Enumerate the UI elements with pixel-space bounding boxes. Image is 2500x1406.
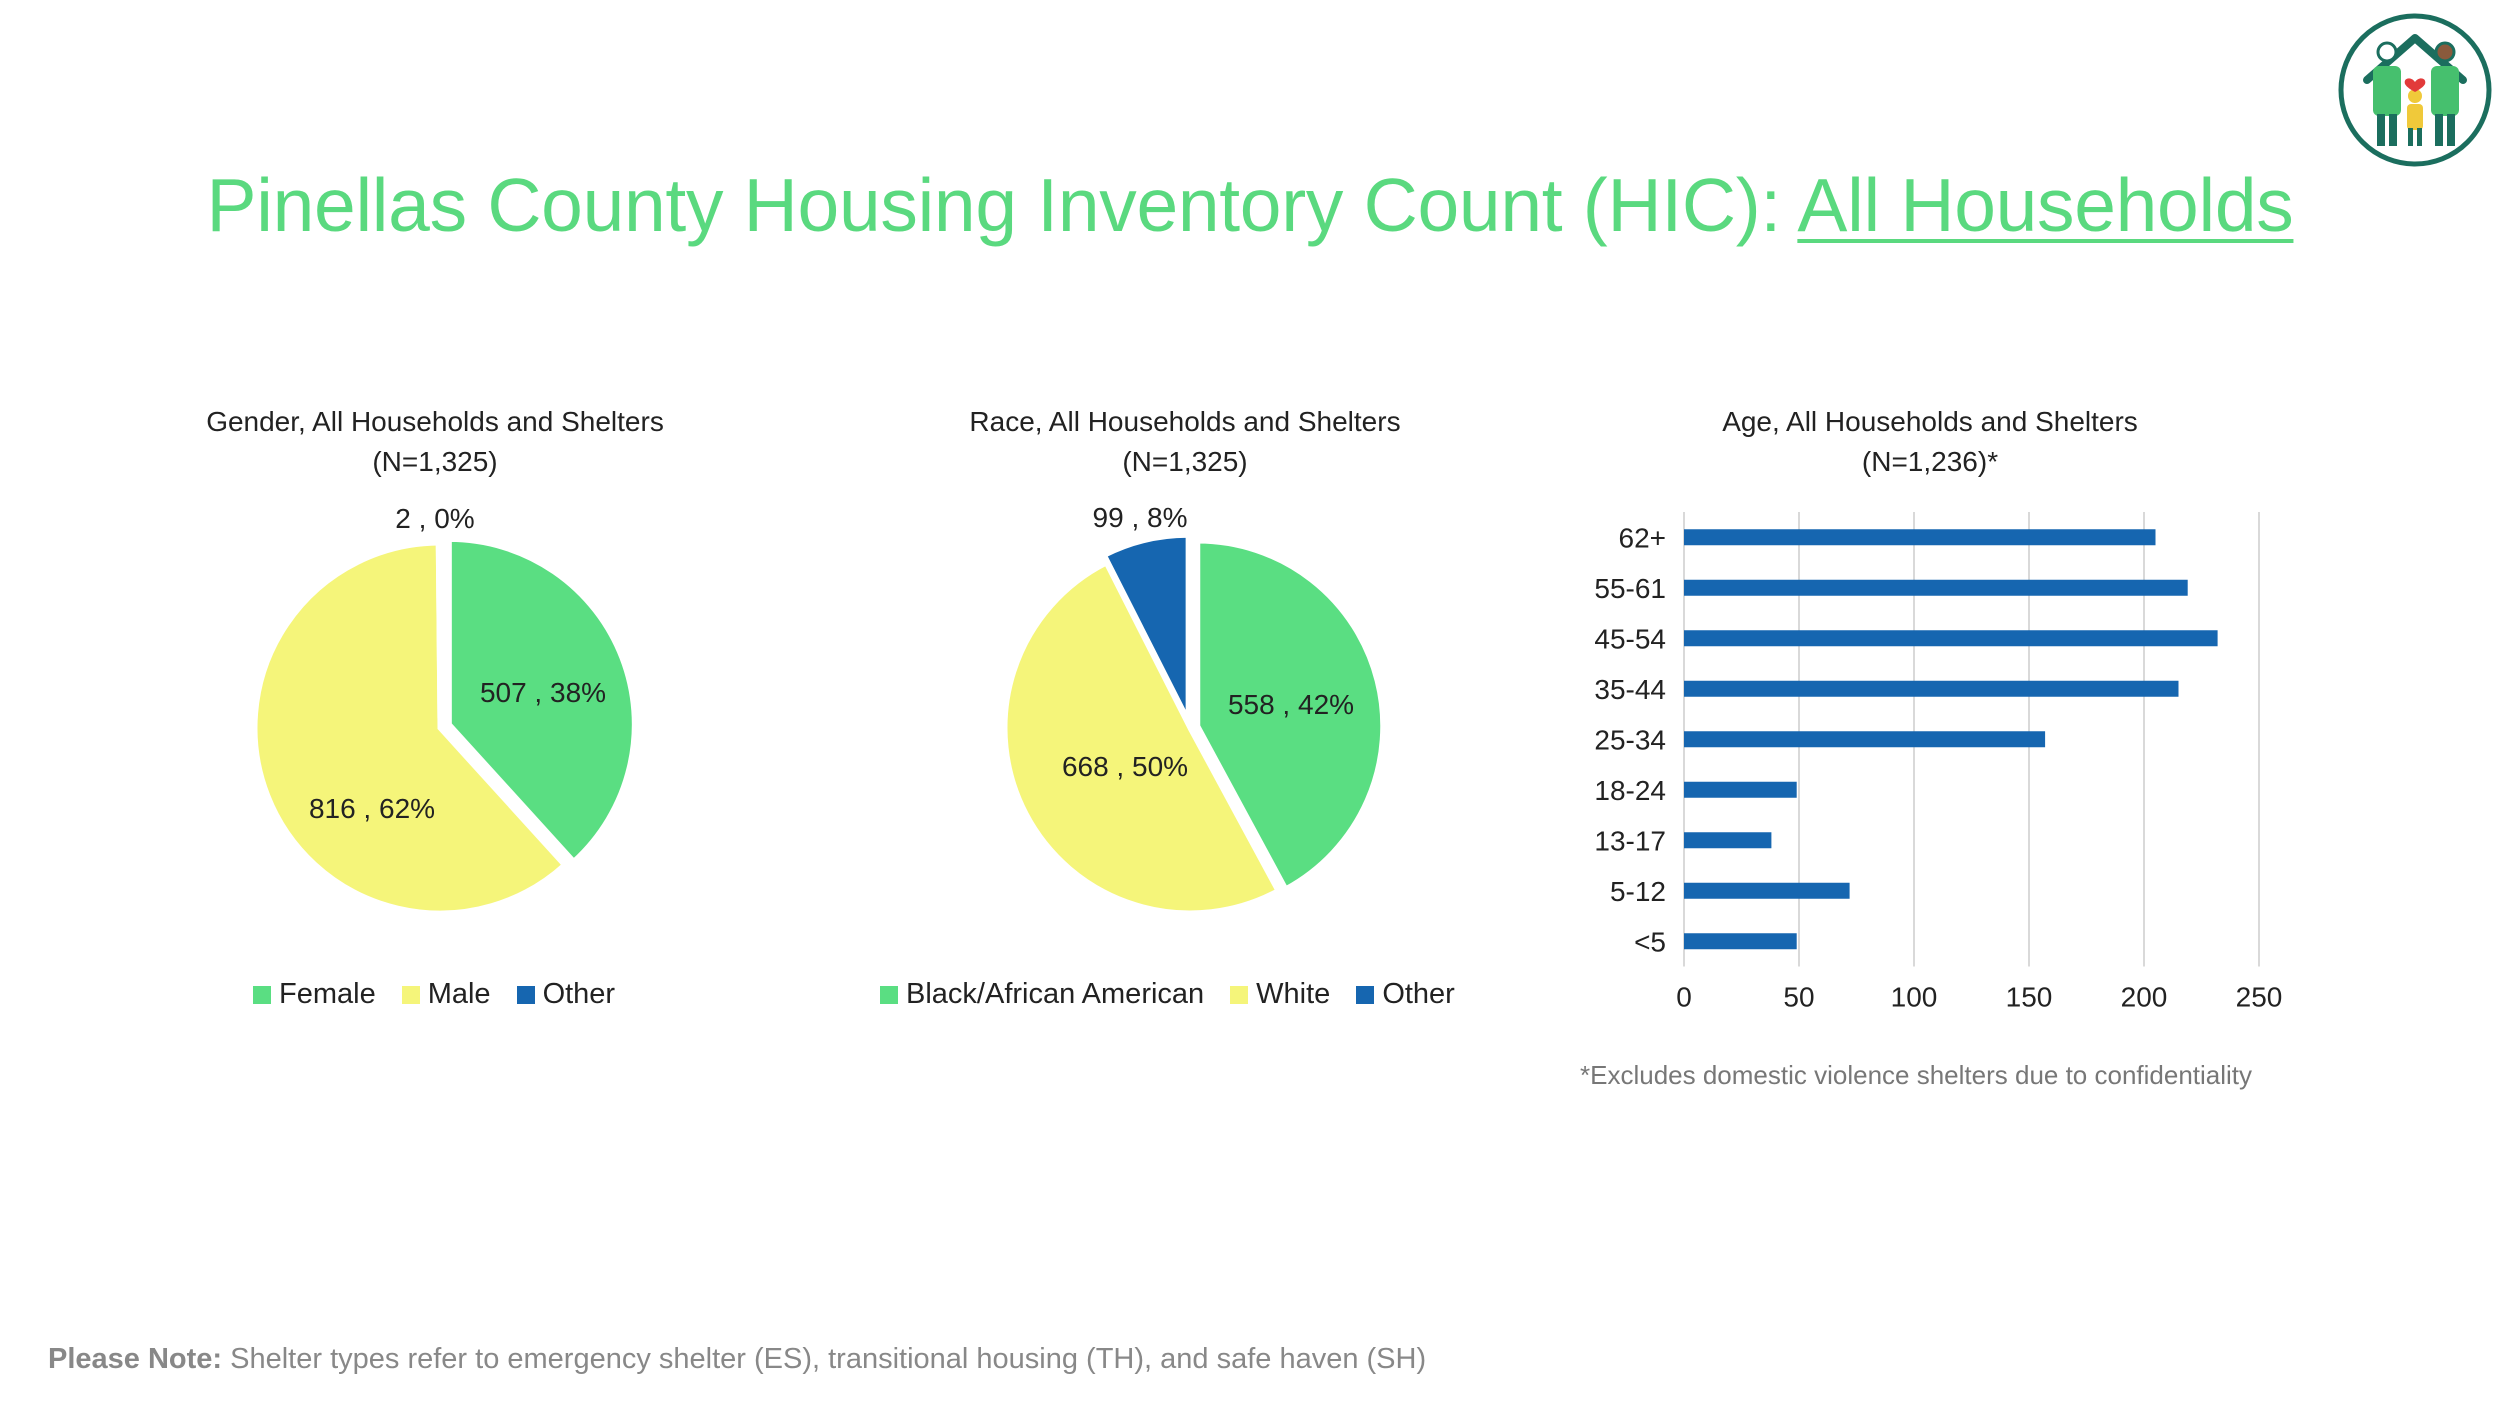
age-category-label: 13-17 xyxy=(1594,825,1666,856)
race-legend-swatch-white xyxy=(1230,985,1249,1004)
age-bar-18-24 xyxy=(1684,781,1797,798)
note-text: Shelter types refer to emergency shelter… xyxy=(222,1343,1427,1375)
race-legend-label-white: White xyxy=(1256,978,1331,1010)
race-data-label-white: 668 , 50% xyxy=(1062,751,1188,782)
gender-legend-item-male: Male xyxy=(401,978,491,1011)
gender-legend-item-female: Female xyxy=(253,978,376,1011)
age-bar-5-12 xyxy=(1684,882,1850,899)
race-chart-title: Race, All Households and Shelters (N=1,3… xyxy=(935,402,1435,482)
race-chart-title-text: Race, All Households and Shelters xyxy=(969,406,1401,437)
race-pie-chart: 558 , 42% 668 , 50% 99 , 8% xyxy=(1002,502,1386,916)
race-slice-black-african-american xyxy=(1195,538,1386,893)
race-legend-item-other: Other xyxy=(1356,978,1455,1011)
age-x-tick-label: 0 xyxy=(1676,982,1692,1013)
age-chart-subtitle: (N=1,236)* xyxy=(1861,446,1999,477)
gender-legend-item-other: Other xyxy=(516,978,616,1011)
title-underlined: All Households xyxy=(1797,163,2294,247)
age-category-label: 5-12 xyxy=(1610,876,1666,907)
gender-slice-male xyxy=(252,540,568,916)
age-bar-55-61 xyxy=(1684,579,2188,596)
age-category-label: 45-54 xyxy=(1594,623,1666,654)
gender-data-label-female: 507 , 38% xyxy=(480,677,606,708)
age-bar-13-17 xyxy=(1684,832,1772,849)
gender-data-label-other: 2 , 0% xyxy=(395,503,474,534)
gender-chart-title: Gender, All Households and Shelters (N=1… xyxy=(185,402,685,482)
age-category-label: 18-24 xyxy=(1594,775,1666,806)
age-x-tick-label: 50 xyxy=(1783,982,1814,1013)
gender-legend-swatch-female xyxy=(253,985,271,1004)
race-legend-swatch-other xyxy=(1356,985,1375,1004)
age-bar-35-44 xyxy=(1684,680,2179,697)
age-x-tick-label: 200 xyxy=(2121,982,2168,1013)
age-x-tick-label: 100 xyxy=(1891,982,1938,1013)
age-category-label: 25-34 xyxy=(1594,724,1666,755)
age-category-label: 62+ xyxy=(1619,522,1667,553)
age-bar-25-34 xyxy=(1684,731,2046,748)
age-bar-45-54 xyxy=(1684,630,2218,647)
age-bar-chart: 0 50 100 150 200 250 62+ 55-61 45-54 35-44 25-34 18… xyxy=(1594,512,2283,1013)
race-slice-white xyxy=(1002,559,1282,916)
age-category-label: <5 xyxy=(1634,926,1666,957)
race-chart-subtitle: (N=1,325) xyxy=(1122,446,1248,477)
age-category-label: 55-61 xyxy=(1594,573,1666,604)
age-x-tick-label: 250 xyxy=(2236,982,2283,1013)
race-legend-item-white: White xyxy=(1230,978,1330,1011)
page-title: Pinellas County Housing Inventory Count … xyxy=(0,162,2500,248)
gender-legend-label-other: Other xyxy=(542,978,616,1010)
race-legend-label-black-african-american: Black/African American xyxy=(906,978,1205,1010)
gender-chart-title-text: Gender, All Households and Shelters xyxy=(206,406,664,437)
age-bar-62-plus xyxy=(1684,529,2156,546)
gender-chart-subtitle: (N=1,325) xyxy=(372,446,498,477)
note-label: Please Note: xyxy=(48,1343,223,1375)
race-legend-label-other: Other xyxy=(1382,978,1455,1010)
race-data-label-black-african-american: 558 , 42% xyxy=(1228,689,1354,720)
race-slice-other xyxy=(1101,532,1191,722)
race-legend-swatch-black-african-american xyxy=(880,985,898,1004)
age-chart-title-text: Age, All Households and Shelters xyxy=(1722,406,2138,437)
gender-pie-chart: 507 , 38% 816 , 62% 2 , 0% xyxy=(252,503,637,916)
gender-slice-other xyxy=(435,530,443,719)
gender-slice-female xyxy=(446,536,637,865)
gender-legend-swatch-male xyxy=(401,985,420,1004)
age-chart-title: Age, All Households and Shelters (N=1,23… xyxy=(1680,402,2180,482)
gender-legend-label-male: Male xyxy=(427,978,491,1010)
title-main: Pinellas County Housing Inventory Count … xyxy=(206,163,1798,247)
gender-data-label-male: 816 , 62% xyxy=(309,793,435,824)
race-legend: Black/African American White Other xyxy=(880,978,1455,1011)
gender-legend-label-female: Female xyxy=(279,978,376,1010)
family-house-logo-icon xyxy=(2338,13,2492,167)
race-data-label-other: 99 , 8% xyxy=(1093,502,1188,533)
shelter-types-note: Please Note: Shelter types refer to emer… xyxy=(48,1343,1426,1376)
age-footnote: *Excludes domestic violence shelters due… xyxy=(1580,1060,2253,1090)
age-bar-under-5 xyxy=(1684,933,1797,950)
gender-legend: Female Male Other xyxy=(253,978,615,1011)
gender-legend-swatch-other xyxy=(516,985,535,1004)
age-x-tick-label: 150 xyxy=(2006,982,2053,1013)
age-category-label: 35-44 xyxy=(1594,674,1666,705)
race-legend-item-black-african-american: Black/African American xyxy=(880,978,1204,1011)
